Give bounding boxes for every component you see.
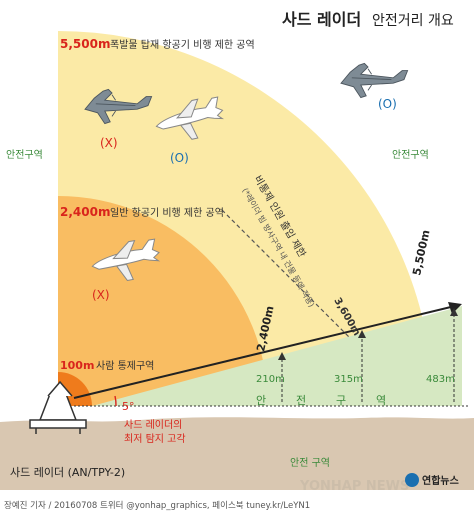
safe-zone-right: 안전구역 (392, 149, 429, 161)
logo-icon (405, 473, 419, 487)
height-210: 210m (256, 374, 285, 385)
cross-mark: (X) (100, 136, 118, 150)
safe-ground-char: 역 (376, 394, 386, 407)
radar-name: 사드 레이더 (AN/TPY-2) (10, 466, 125, 479)
outer-desc: 폭발물 탑재 항공기 비행 제한 공역 (110, 39, 255, 51)
middle-distance: 2,400m (60, 205, 110, 219)
safe-ground-char: 구 (336, 394, 346, 407)
safe-wedge (92, 306, 462, 406)
ground (0, 417, 474, 490)
safe-ground-char: 안 (256, 394, 266, 407)
safe-zone-bottom: 안전 구역 (290, 457, 330, 469)
beam-ray (73, 305, 456, 399)
inner-distance: 100m (60, 359, 94, 372)
restricted-dash (221, 209, 351, 339)
ok-mark: (O) (378, 97, 397, 111)
title-bold: 사드 레이더 (282, 10, 361, 29)
credit-line: 장예진 기자 / 20160708 트위터 @yonhap_graphics, … (4, 500, 310, 511)
outer-distance: 5,500m (60, 37, 110, 51)
inner-desc: 사람 통제구역 (96, 359, 154, 372)
logo-text: 연합뉴스 (422, 474, 459, 487)
min-angle-line1: 사드 레이더의 (124, 419, 182, 431)
beam-arrowhead (448, 302, 462, 314)
height-483: 483m (426, 374, 455, 385)
ok-mark: (O) (170, 151, 189, 165)
safe-zone-left: 안전구역 (6, 149, 43, 161)
title-rest: 안전거리 개요 (372, 13, 454, 29)
middle-desc: 일반 항공기 비행 제한 공역 (110, 207, 224, 219)
angle-arc (114, 395, 117, 407)
cross-mark: (X) (92, 288, 110, 302)
safe-ground-char: 전 (296, 394, 306, 407)
min-angle-line2: 최저 탐지 고각 (124, 433, 186, 445)
radar-icon (29, 380, 87, 434)
height-315: 315m (334, 374, 363, 385)
middle-zone (58, 196, 268, 406)
angle-label: 5° (122, 400, 135, 413)
watermark: YONHAP NEWS (299, 479, 409, 494)
